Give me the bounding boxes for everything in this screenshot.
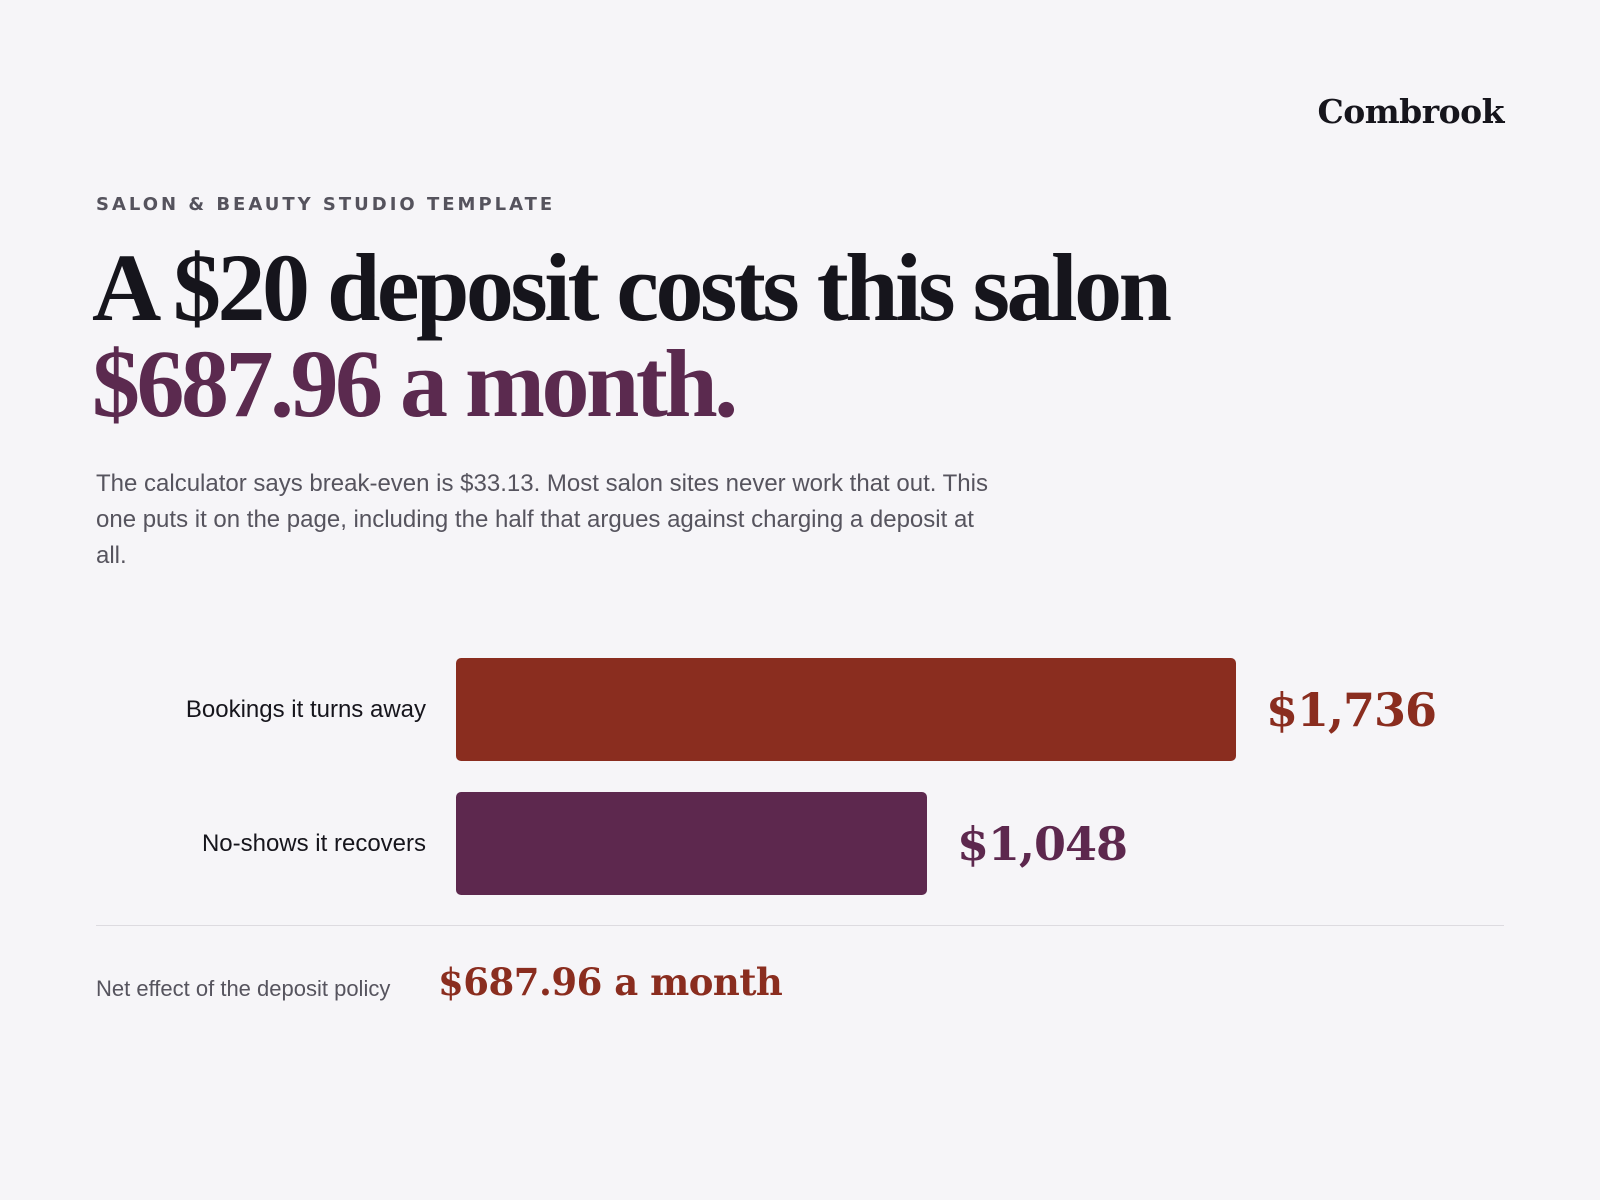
page-title: A $20 deposit costs this salon $687.96 a… [92,240,1172,432]
bar-1 [456,658,1236,761]
bar-value-label-1: $1,736 [1266,682,1437,737]
bar-value-label-2: $1,048 [957,816,1128,871]
net-effect-label: Net effect of the deposit policy [96,976,391,1001]
bar-2 [456,792,927,895]
lede-paragraph: The calculator says break-even is $33.13… [96,470,988,569]
net-effect-value: $687.96 a month [438,960,783,1004]
bar-label-1: Bookings it turns away [185,695,426,723]
headline-line-1: A $20 deposit costs this salon [92,234,1172,341]
divider [96,925,1504,926]
eyebrow-label: SALON & BEAUTY STUDIO TEMPLATE [96,194,556,215]
brand-logo: Combrook [1317,92,1504,131]
bar-label-2: No-shows it recovers [201,829,426,857]
headline-line-2: $687.96 a month. [92,330,738,437]
